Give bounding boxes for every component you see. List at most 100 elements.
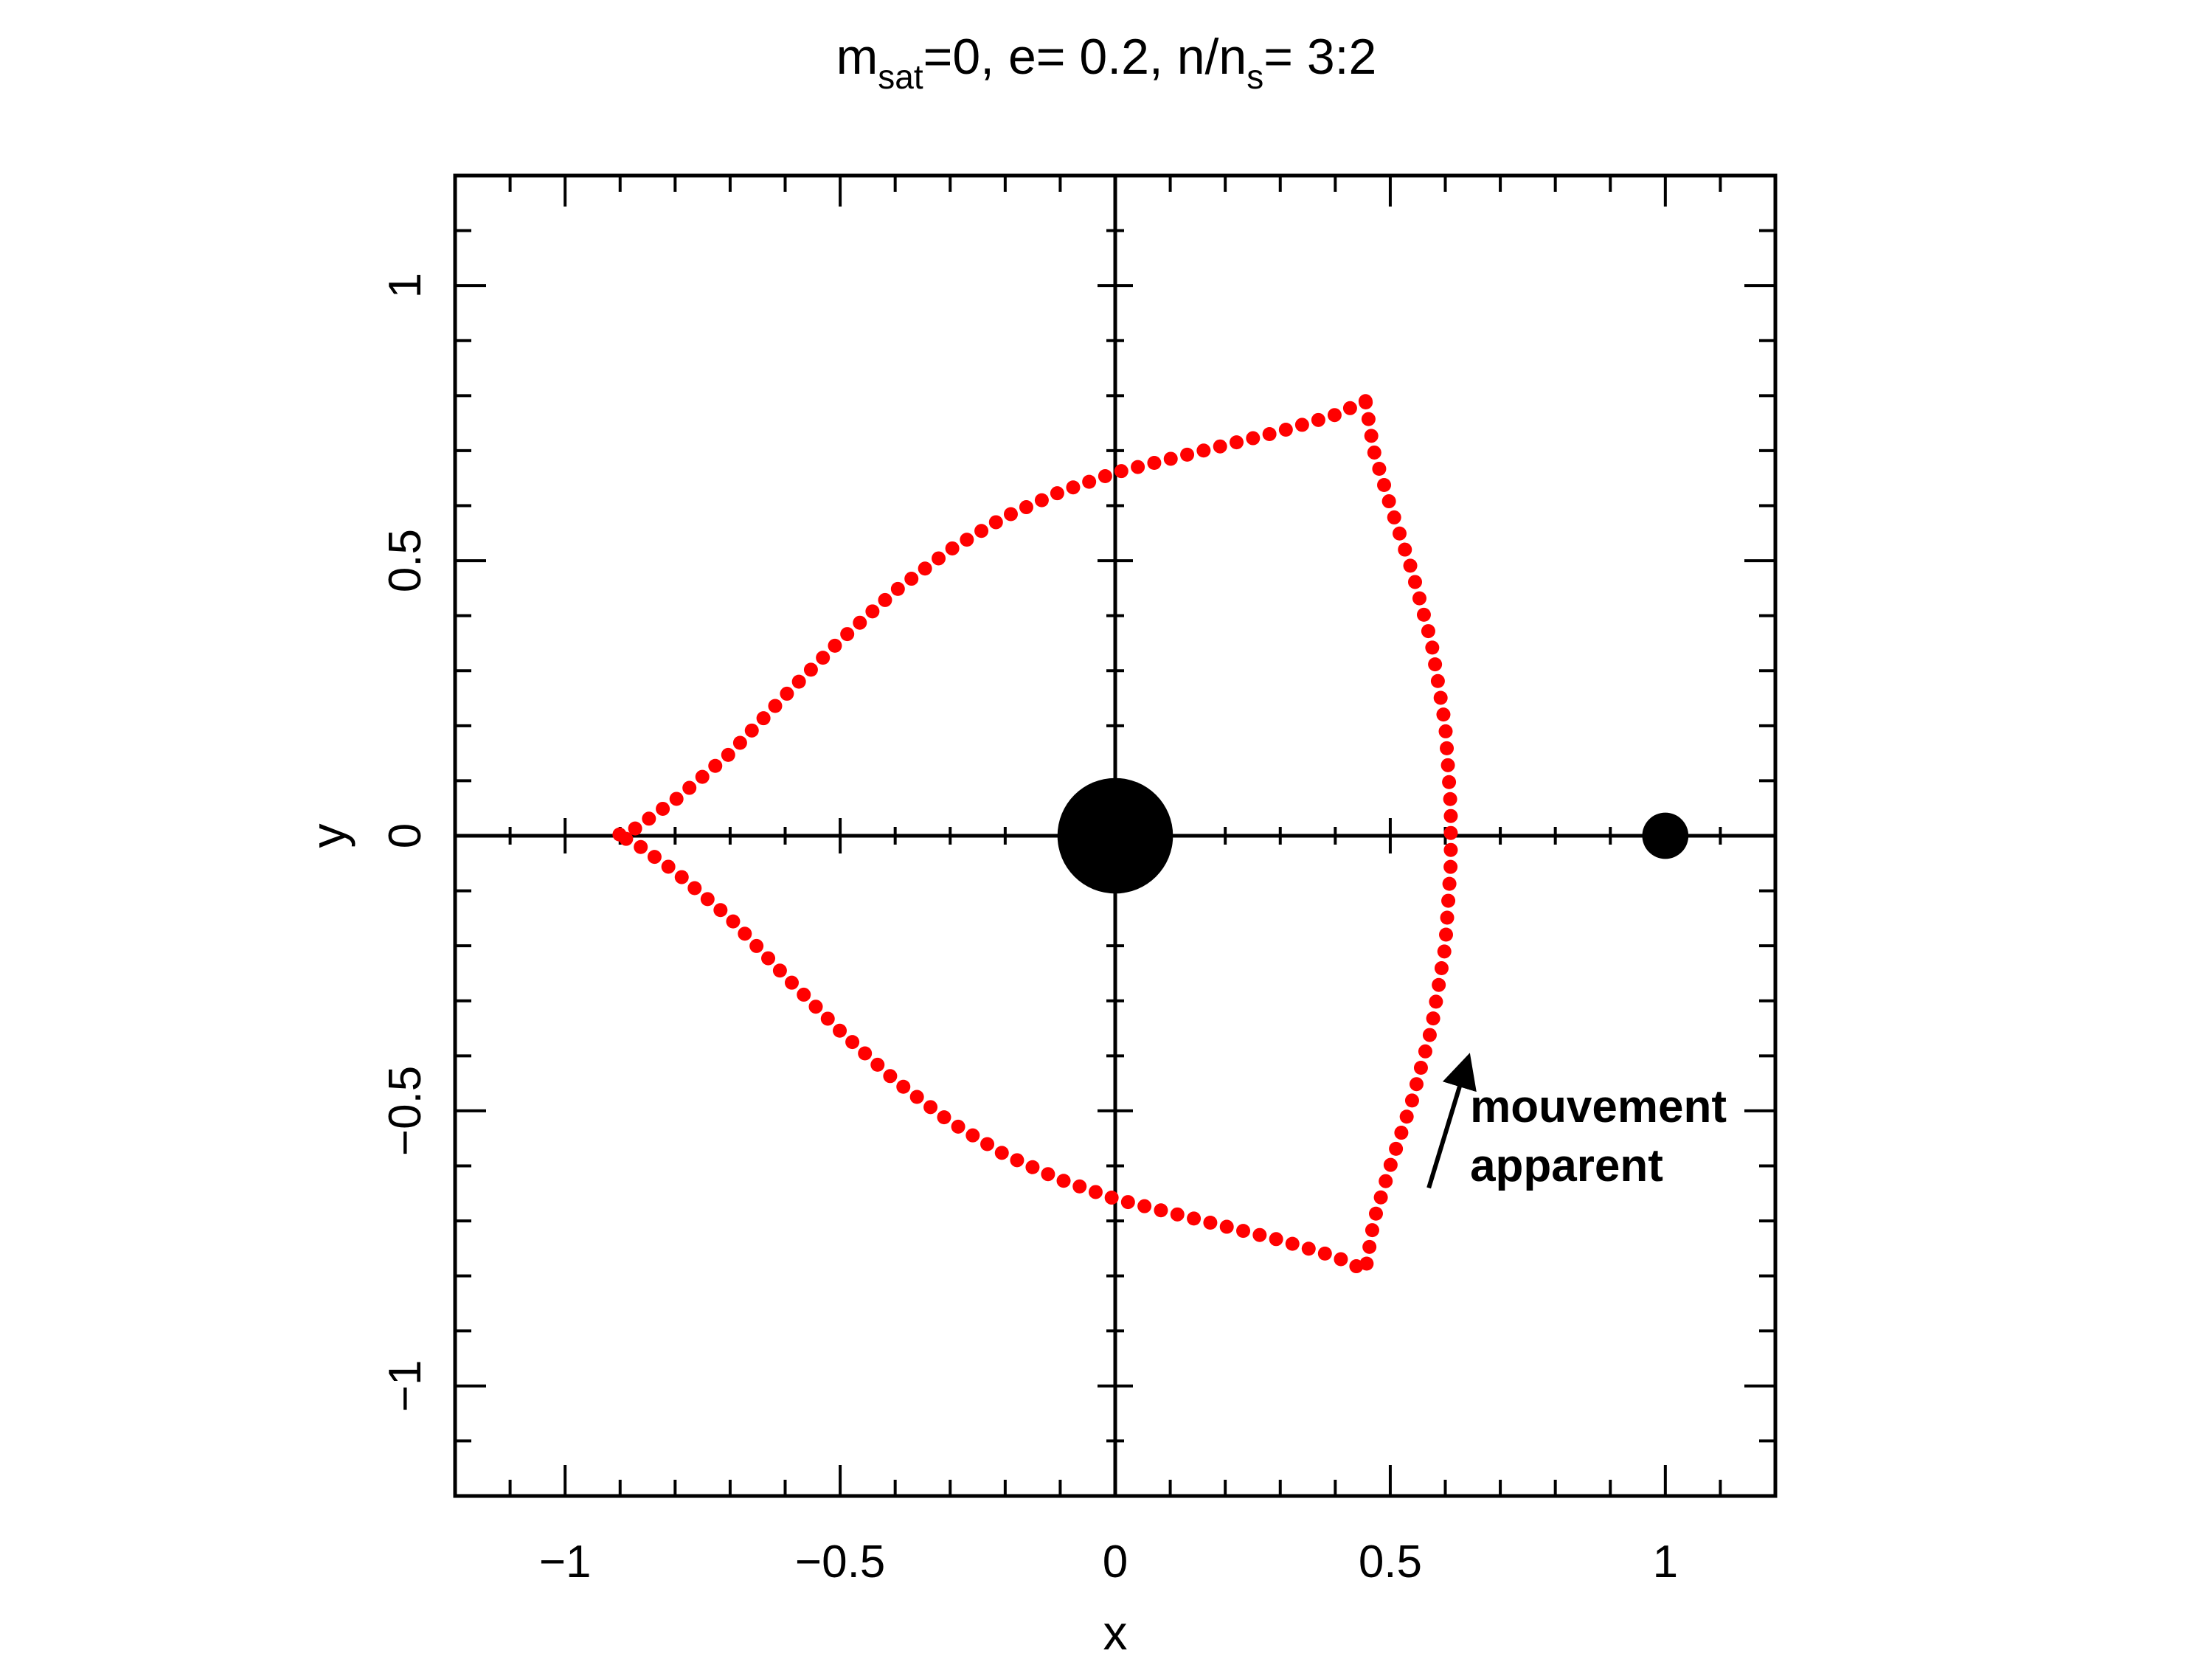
trajectory-point [896, 1079, 911, 1094]
trajectory-point [1098, 469, 1112, 484]
x-tick-label: −0.5 [795, 1537, 885, 1587]
trajectory-point [1025, 1160, 1040, 1174]
annotation-arrow [1426, 1053, 1477, 1189]
trajectory-point [1442, 876, 1457, 891]
trajectory-point [1403, 558, 1418, 573]
y-tick-label: 0.5 [380, 529, 431, 592]
trajectory-point [726, 914, 741, 929]
trajectory-point [1443, 808, 1458, 823]
trajectory-point [1361, 412, 1376, 426]
trajectory-point [1429, 994, 1443, 1009]
annotation-line-2: apparent [1470, 1140, 1663, 1191]
trajectory-point [923, 1100, 938, 1115]
trajectory-point [1359, 1256, 1374, 1271]
trajectory-point [1412, 591, 1426, 606]
trajectory-point [749, 938, 764, 953]
trajectory-point [669, 792, 684, 806]
chart-title: msat=0, e= 0.2, n/ns= 3:2 [836, 29, 1377, 96]
trajectory-point [1421, 624, 1435, 639]
trajectory-point [980, 1137, 995, 1151]
trajectory-point [1163, 451, 1178, 466]
trajectory-point [1408, 575, 1423, 589]
trajectory-point [1439, 927, 1454, 942]
trajectory-point [865, 604, 880, 619]
y-tick-label: 0 [380, 823, 431, 848]
trajectory-point [816, 651, 831, 665]
trajectory-point [918, 561, 932, 576]
trajectory-point [1368, 1206, 1383, 1221]
annotation-text: mouvement apparent [1470, 1081, 1739, 1191]
trajectory-point [1422, 1028, 1437, 1042]
trajectory-point [1252, 1227, 1267, 1242]
trajectory-point [1066, 480, 1081, 495]
trajectory-point [1443, 825, 1458, 840]
y-tick-label: −1 [380, 1360, 431, 1412]
trajectory-point [1072, 1179, 1087, 1194]
trajectory-point [1010, 1153, 1024, 1168]
trajectory-point [904, 572, 919, 586]
trajectory-point [1428, 657, 1443, 672]
trajectory-point [1372, 461, 1387, 476]
tick-labels: −1 −0.5 0 0.5 1 −1 −0.5 0 0.5 1 [380, 273, 1678, 1587]
trajectory-point [1443, 792, 1457, 806]
trajectory-point [937, 1110, 951, 1125]
trajectory-point [1278, 423, 1293, 437]
trajectory-point [1404, 1093, 1419, 1108]
trajectory-point [1434, 961, 1449, 976]
trajectory-point [1381, 494, 1396, 509]
x-tick-label: 0 [1103, 1537, 1128, 1587]
trajectory-point [1327, 408, 1342, 423]
trajectory-point [1269, 1232, 1283, 1247]
trajectory-point [1003, 507, 1018, 522]
trajectory-point [1442, 775, 1457, 789]
trajectory-point [1443, 842, 1458, 857]
trajectory-point [853, 615, 867, 630]
trajectory-point [1425, 640, 1440, 655]
trajectory-point [634, 839, 648, 854]
trajectory-point [1301, 1241, 1316, 1256]
trajectory-point [1147, 456, 1162, 471]
trajectory-point [1187, 1211, 1202, 1226]
trajectory-point [1399, 1109, 1414, 1124]
trajectory-point [1373, 1190, 1388, 1205]
trajectory-point [784, 975, 799, 990]
trajectory-point [797, 987, 811, 1002]
x-tick-label: 1 [1653, 1537, 1678, 1587]
trajectory-point [1285, 1236, 1300, 1251]
trajectory-point [1438, 724, 1453, 738]
plot-frame [453, 173, 1778, 1498]
trajectory-point [1137, 1199, 1152, 1213]
trajectory-point [756, 711, 771, 726]
trajectory-point [647, 850, 662, 865]
trajectory-point [1409, 1077, 1424, 1092]
trajectory-point [700, 892, 715, 907]
trajectory-point [1426, 1011, 1440, 1026]
trajectory-point [1170, 1207, 1185, 1222]
trajectory-point [738, 927, 752, 941]
trajectory-point [1359, 395, 1373, 409]
trajectory-point [1034, 493, 1049, 508]
trajectory-point [1379, 1174, 1393, 1188]
trajectory-point [1416, 607, 1431, 622]
trajectory-point [965, 1128, 980, 1143]
trajectory-point [1436, 707, 1451, 722]
satellite [1642, 812, 1689, 859]
trajectory-point [1041, 1167, 1055, 1182]
trajectory-point [932, 551, 946, 566]
trajectory-point [1050, 486, 1064, 501]
trajectory-point [628, 821, 642, 836]
annotation-line-1: mouvement [1470, 1081, 1727, 1132]
trajectory-point [1342, 401, 1357, 415]
trajectory-point [1219, 1219, 1234, 1234]
x-tick-label: −1 [539, 1537, 592, 1587]
trajectory-point [744, 723, 759, 738]
trajectory-point [1180, 447, 1195, 462]
trajectory-point [1377, 478, 1392, 493]
trajectory-point [1432, 977, 1446, 992]
title-n-subscript: s [1247, 58, 1263, 96]
trajectory-point [1056, 1174, 1071, 1188]
trajectory-point [1120, 1195, 1135, 1210]
trajectory-point [1294, 418, 1309, 432]
x-axis-title: x [1103, 1605, 1128, 1659]
